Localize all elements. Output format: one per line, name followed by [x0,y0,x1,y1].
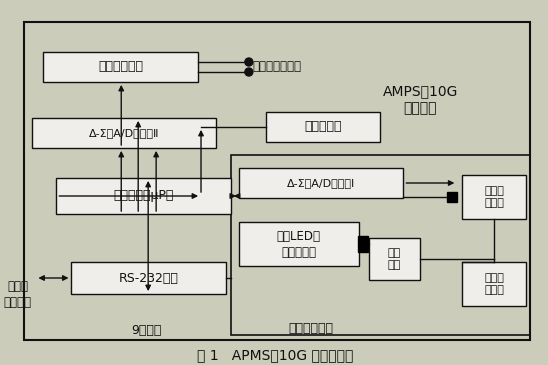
Bar [231,155,530,335]
Text: Δ-Σ式A/D转换器Ⅰ: Δ-Σ式A/D转换器Ⅰ [287,178,355,188]
Text: 温度传感器: 温度传感器 [304,120,342,134]
Text: 散射光
探测器: 散射光 探测器 [484,186,504,208]
Text: 图 1   APMS－10G 的内部框图: 图 1 APMS－10G 的内部框图 [197,348,353,362]
Text: 计算机
（主机）: 计算机 （主机） [3,280,32,310]
Text: 微处理器（μP）: 微处理器（μP） [113,189,174,203]
Bar [368,238,420,280]
Text: 红外
光源: 红外 光源 [388,248,401,270]
Bar [463,175,526,219]
Bar [56,178,231,214]
Circle shape [245,68,253,76]
Bar [239,222,358,266]
Circle shape [245,58,253,66]
Text: Δ-Σ式A/D转换器Ⅱ: Δ-Σ式A/D转换器Ⅱ [88,128,159,138]
Bar [43,52,198,82]
Bar [239,168,403,198]
Bar [266,112,380,142]
Bar [24,22,530,340]
Text: 镀镍不锈钢探针: 镀镍不锈钢探针 [253,61,302,73]
Text: 电导测量电路: 电导测量电路 [98,61,143,73]
Bar [357,236,368,252]
Text: AMPS－10G
（从机）: AMPS－10G （从机） [383,84,458,116]
Text: 红外LED驱
动控制电路: 红外LED驱 动控制电路 [277,230,321,258]
Bar [71,262,226,294]
Bar [447,192,457,202]
Bar [463,262,526,306]
Bar [32,118,216,148]
Text: 9脚插座: 9脚插座 [131,323,161,337]
Text: RS-232接口: RS-232接口 [119,272,179,284]
Text: 发射光
探测器: 发射光 探测器 [484,273,504,295]
Text: 混浊度传感器: 混浊度传感器 [288,322,333,334]
